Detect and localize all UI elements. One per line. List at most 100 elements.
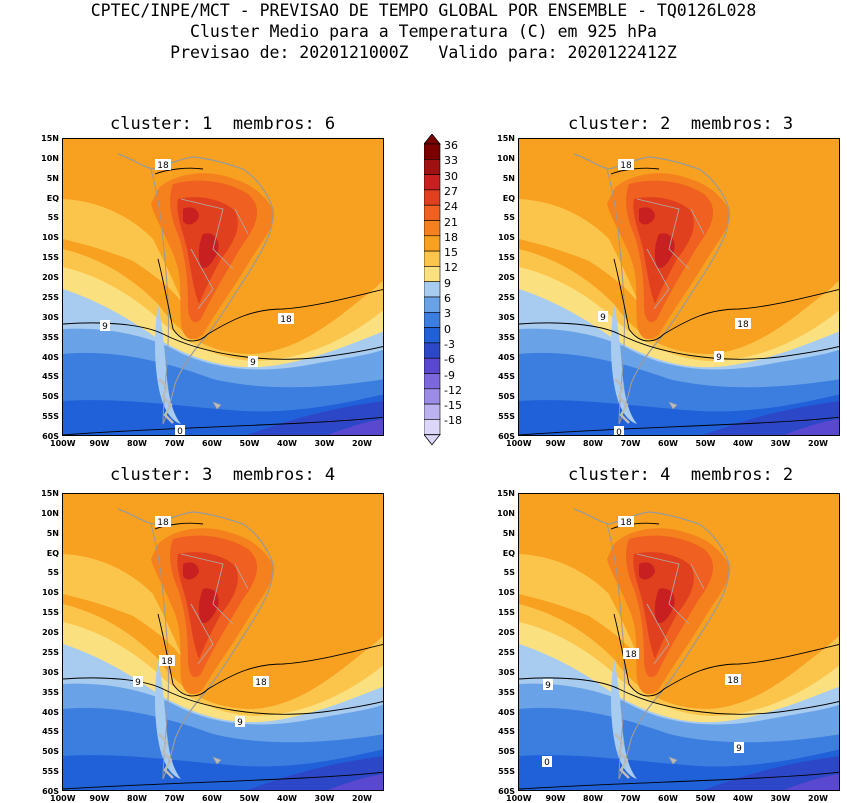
lon-tick-label: 90W: [545, 439, 566, 448]
lat-tick-label: 25S: [42, 292, 59, 302]
colorbar-swatch: [424, 250, 441, 267]
lat-tick-label: 55S: [498, 767, 515, 777]
lat-tick-label: 50S: [498, 747, 515, 757]
contour-label: 9: [543, 679, 553, 691]
colorbar-label: 6: [444, 292, 451, 305]
colorbar-label: 33: [444, 154, 458, 168]
svg-text:9: 9: [102, 322, 108, 332]
lat-tick-label: 10N: [497, 153, 515, 163]
contour-label: 9: [598, 311, 608, 323]
title-line-2: Cluster Medio para a Temperatura (C) em …: [190, 22, 657, 41]
colorbar-label: 12: [444, 261, 458, 275]
lat-tick-label: 60S: [498, 432, 515, 441]
lon-tick-label: 70W: [620, 794, 641, 803]
lat-tick-label: 10S: [498, 588, 515, 598]
lon-tick-label: 100W: [506, 439, 532, 448]
colorbar-label: -3: [444, 337, 455, 351]
colorbar-swatch: [424, 204, 441, 221]
lat-tick-label: 5N: [502, 528, 515, 538]
map-panel-1: 18 18 9 9 0: [62, 138, 384, 436]
patagonia-islands: [614, 733, 630, 779]
contour-9: [519, 677, 839, 715]
colorbar-swatch: [424, 220, 441, 237]
colorbar-label: 3: [444, 307, 451, 321]
lon-tick-label: 60W: [202, 794, 222, 803]
lat-tick-label: 10S: [42, 233, 59, 243]
lat-tick-label: 35S: [498, 332, 515, 342]
svg-text:9: 9: [237, 718, 243, 728]
lat-tick-label: 55S: [498, 412, 515, 422]
lat-tick-label: 5N: [46, 173, 59, 183]
colorbar-label: -12: [444, 383, 462, 397]
temperature-field-1: 18 18 9 9 0: [63, 139, 383, 435]
lon-tick-label: 60W: [202, 439, 222, 448]
patagonia-islands: [158, 378, 174, 424]
colorbar-label: -9: [444, 368, 455, 382]
lat-tick-label: 5S: [47, 568, 59, 578]
contour-label: 18: [618, 159, 634, 171]
lon-tick-label: 50W: [239, 439, 260, 448]
lon-tick-label: 70W: [164, 794, 185, 803]
lat-tick-label: 15S: [498, 608, 515, 618]
contour-label: 9: [100, 320, 110, 332]
lat-tick-label: 55S: [42, 767, 59, 777]
panel-title-2: cluster: 2 membros: 3: [568, 114, 794, 134]
contour-label: 9: [734, 742, 744, 754]
lat-tick-label: EQ: [46, 193, 59, 203]
lon-tick-label: 20W: [352, 794, 372, 803]
lat-tick-label: 15N: [497, 134, 515, 143]
contour-label: 18: [725, 674, 741, 686]
colorbar-top-arrow: [424, 134, 441, 145]
andes-border: [150, 523, 169, 780]
colorbar-graphic: [424, 134, 441, 446]
lat-tick-label: 40S: [498, 707, 515, 717]
lon-tick-label: 70W: [164, 439, 185, 448]
lon-tick-label: 100W: [506, 794, 532, 803]
svg-text:0: 0: [544, 758, 550, 768]
map-panel-3: 18 18 18 9 9: [62, 493, 384, 791]
lat-tick-label: 40S: [42, 352, 59, 362]
lat-tick-label: 50S: [42, 392, 59, 402]
colorbar-swatch: [424, 419, 441, 435]
lat-tick-label: 35S: [498, 687, 515, 697]
svg-text:18: 18: [157, 518, 169, 528]
lat-tick-label: 30S: [498, 667, 515, 677]
svg-text:18: 18: [625, 650, 637, 660]
lat-tick-label: EQ: [46, 548, 59, 558]
country-borders: [180, 553, 249, 665]
andes-border: [606, 523, 625, 780]
lon-tick-label: 40W: [733, 439, 753, 448]
colorbar-swatch: [424, 357, 441, 374]
contour-label: 18: [155, 516, 171, 528]
lat-tick-label: 55S: [42, 412, 59, 422]
colorbar-swatch: [424, 143, 441, 160]
svg-text:9: 9: [716, 353, 722, 363]
lat-tick-label: 25S: [42, 647, 59, 657]
colorbar-label: 30: [444, 169, 458, 183]
contour-18: [610, 167, 839, 342]
title-line-1: CPTEC/INPE/MCT - PREVISAO DE TEMPO GLOBA…: [90, 1, 757, 20]
colorbar-swatch: [424, 342, 441, 359]
andes-border: [150, 168, 169, 425]
lon-tick-label: 40W: [733, 794, 753, 803]
contour-label: 9: [714, 351, 724, 363]
lon-tick-label: 100W: [50, 439, 76, 448]
lon-tick-label: 50W: [239, 794, 260, 803]
lat-tick-label: 15S: [42, 253, 59, 263]
colorbar-swatch: [424, 296, 441, 313]
falklands: [668, 756, 678, 765]
svg-text:18: 18: [620, 518, 632, 528]
lat-tick-label: 15S: [42, 608, 59, 618]
temperature-field-3: 18 18 18 9 9: [63, 494, 383, 790]
contour-label: 9: [235, 716, 245, 728]
lat-tick-label: 20S: [498, 273, 515, 283]
lat-tick-label: 10N: [41, 153, 59, 163]
contour-label: 18: [159, 655, 175, 667]
panel-title-3: cluster: 3 membros: 4: [110, 465, 336, 485]
svg-text:18: 18: [255, 678, 267, 688]
lon-tick-label: 90W: [89, 439, 110, 448]
contour-18: [610, 522, 839, 697]
colorbar-swatch: [424, 403, 441, 420]
falklands: [212, 756, 222, 765]
lat-tick-label: 40S: [498, 352, 515, 362]
